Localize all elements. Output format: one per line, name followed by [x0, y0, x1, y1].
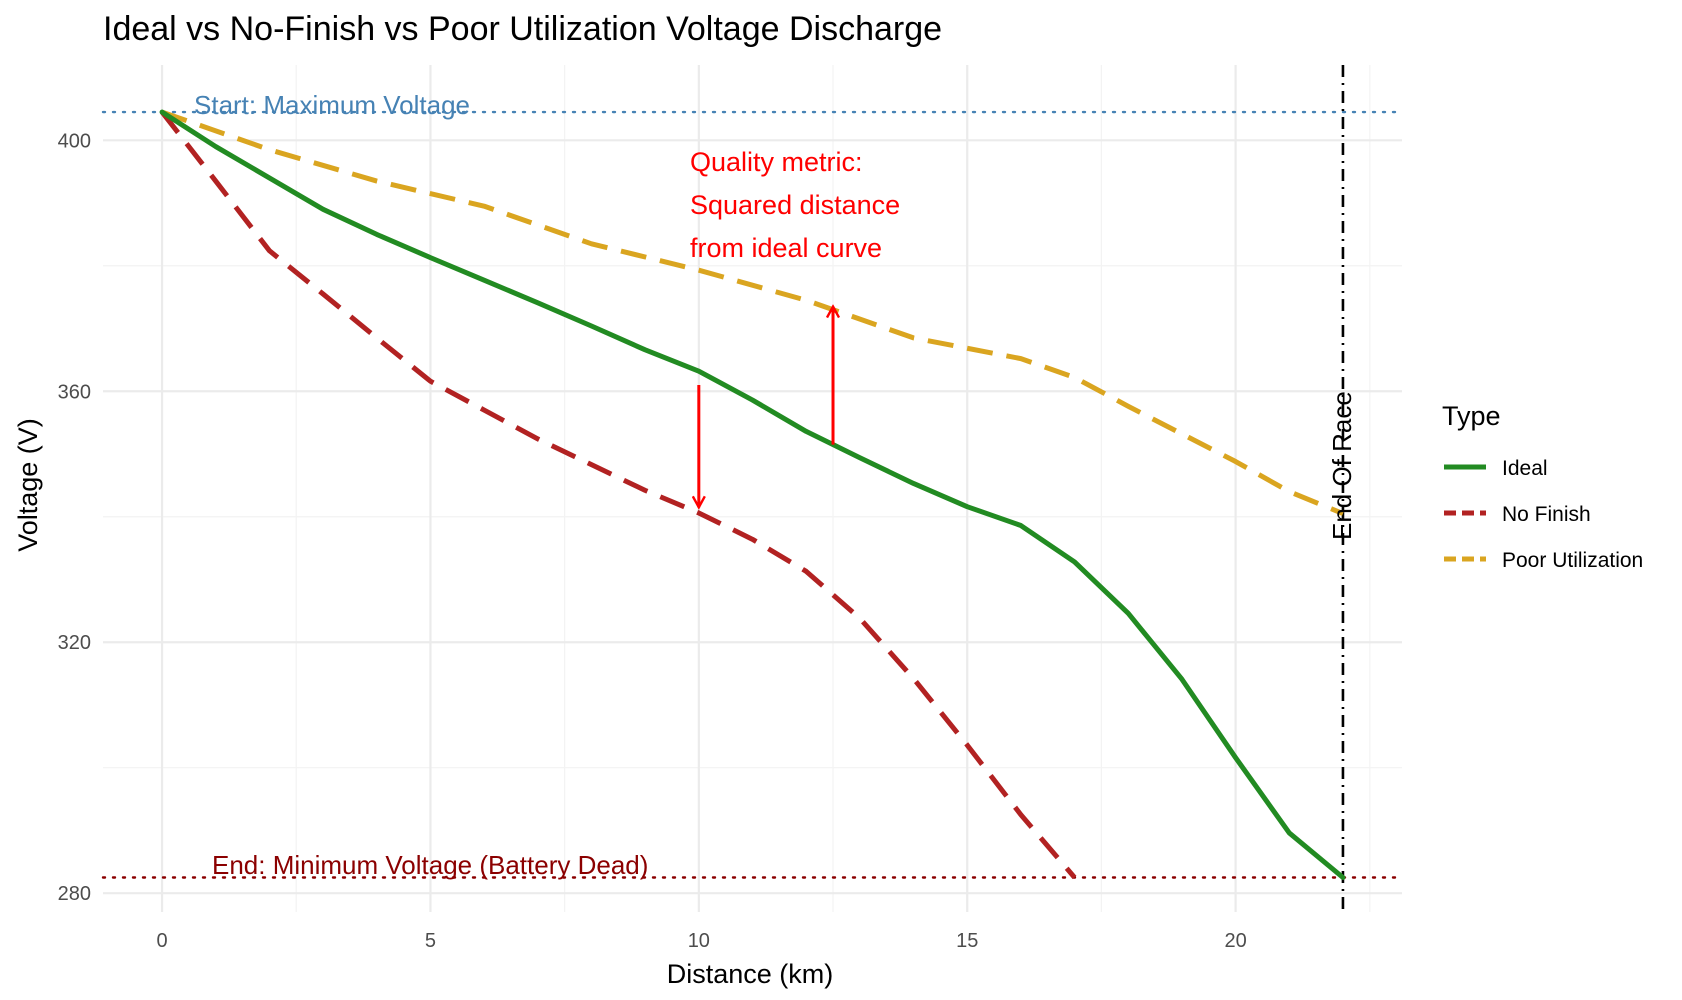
chart-title: Ideal vs No-Finish vs Poor Utilization V… [103, 10, 942, 48]
x-axis-title: Distance (km) [667, 959, 834, 989]
x-tick-label: 20 [1224, 930, 1246, 952]
series-lines [159, 109, 1346, 880]
y-axis-ticks: 280 320 360 400 [58, 130, 91, 905]
y-tick-label: 400 [58, 130, 91, 152]
series-line-ideal [159, 109, 1346, 880]
legend-label-ideal: Ideal [1502, 457, 1548, 480]
annotations: Start: Maximum Voltage End: Minimum Volt… [194, 90, 1357, 880]
quality-metric-line-3: from ideal curve [690, 233, 882, 263]
legend-label-no-finish: No Finish [1502, 503, 1591, 526]
minor-gridlines [103, 65, 1402, 912]
major-gridlines [103, 65, 1402, 912]
quality-arrows [699, 307, 833, 508]
x-axis-ticks: 0 5 10 15 20 [156, 930, 1246, 952]
reference-lines [101, 65, 1404, 912]
y-tick-label: 360 [58, 381, 91, 403]
legend-title: Type [1442, 401, 1501, 431]
legend-label-poor-utilization: Poor Utilization [1502, 549, 1643, 572]
x-tick-label: 10 [688, 930, 710, 952]
series-line-no-finish [160, 110, 1077, 880]
series-line-poor-utilization [161, 109, 1344, 516]
x-tick-label: 15 [956, 930, 978, 952]
y-tick-label: 320 [58, 632, 91, 654]
min-voltage-label: End: Minimum Voltage (Battery Dead) [212, 850, 648, 880]
end-of-race-label: End Of Race [1327, 391, 1357, 540]
y-tick-label: 280 [58, 883, 91, 905]
max-voltage-label: Start: Maximum Voltage [194, 90, 470, 120]
legend: Type Ideal No Finish Poor Utilization [1442, 401, 1643, 572]
legend-items: Ideal No Finish Poor Utilization [1444, 457, 1643, 572]
quality-metric-line-1: Quality metric: [690, 147, 863, 177]
x-tick-label: 5 [425, 930, 436, 952]
x-tick-label: 0 [156, 930, 167, 952]
quality-metric-line-2: Squared distance [690, 190, 900, 220]
y-axis-title: Voltage (V) [13, 418, 43, 552]
